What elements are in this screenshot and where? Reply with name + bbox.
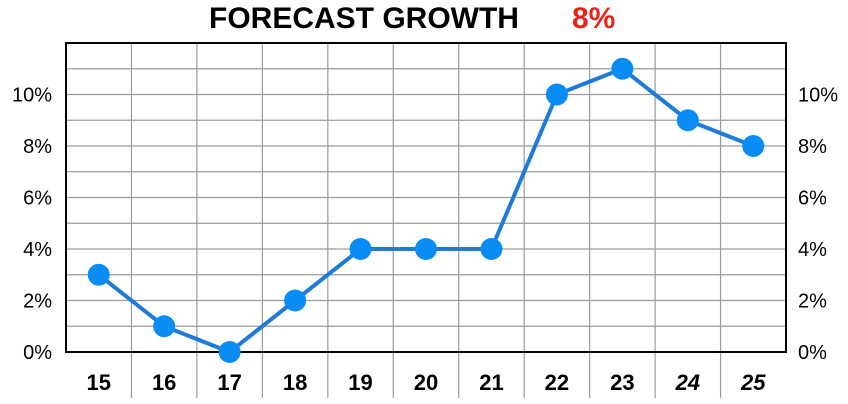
data-point: [611, 57, 634, 80]
x-tick-label: 15: [86, 370, 110, 395]
y-tick-label-right: 0%: [798, 342, 827, 364]
data-point: [480, 238, 503, 260]
data-point: [284, 289, 307, 312]
data-point: [415, 238, 437, 260]
x-tick-label: 17: [217, 370, 241, 395]
y-tick-label-left: 8%: [23, 136, 52, 158]
x-tick-label: 19: [348, 370, 372, 395]
data-point: [742, 135, 765, 157]
y-tick-label-left: 10%: [12, 85, 52, 107]
chart-title: FORECAST GROWTH: [209, 2, 519, 35]
y-axis-left: 0% 2% 4% 6% 8% 10%: [12, 85, 52, 365]
y-tick-label-right: 6%: [798, 188, 827, 210]
y-tick-label-right: 4%: [798, 239, 827, 261]
x-tick-label: 25: [740, 370, 766, 395]
x-tick-label: 21: [479, 370, 503, 395]
x-axis: 15 16 17 18 19 20 21 22 23 24 25: [86, 370, 766, 395]
data-point: [87, 263, 110, 286]
data-point: [218, 341, 241, 363]
plot-frame: [65, 42, 787, 353]
chart-headline-value: 8%: [572, 2, 615, 35]
y-tick-label-right: 10%: [798, 85, 838, 107]
data-point: [545, 83, 568, 106]
x-tick-label: 24: [675, 370, 700, 395]
grid: [66, 43, 786, 398]
data-point: [676, 109, 699, 132]
y-tick-label-left: 6%: [23, 188, 52, 210]
x-tick-label: 16: [152, 370, 176, 395]
y-tick-label-right: 2%: [798, 291, 827, 313]
y-axis-right: 0% 2% 4% 6% 8% 10%: [798, 85, 838, 365]
series: [87, 57, 765, 363]
x-tick-label: 22: [545, 370, 569, 395]
x-tick-label: 18: [283, 370, 307, 395]
x-tick-label: 23: [610, 370, 634, 395]
data-point: [153, 315, 176, 338]
y-tick-label-left: 0%: [23, 342, 52, 364]
y-tick-label-left: 4%: [23, 239, 52, 261]
y-tick-label-right: 8%: [798, 136, 827, 158]
data-point: [349, 238, 372, 260]
y-tick-label-left: 2%: [23, 291, 52, 313]
x-tick-label: 20: [414, 370, 438, 395]
